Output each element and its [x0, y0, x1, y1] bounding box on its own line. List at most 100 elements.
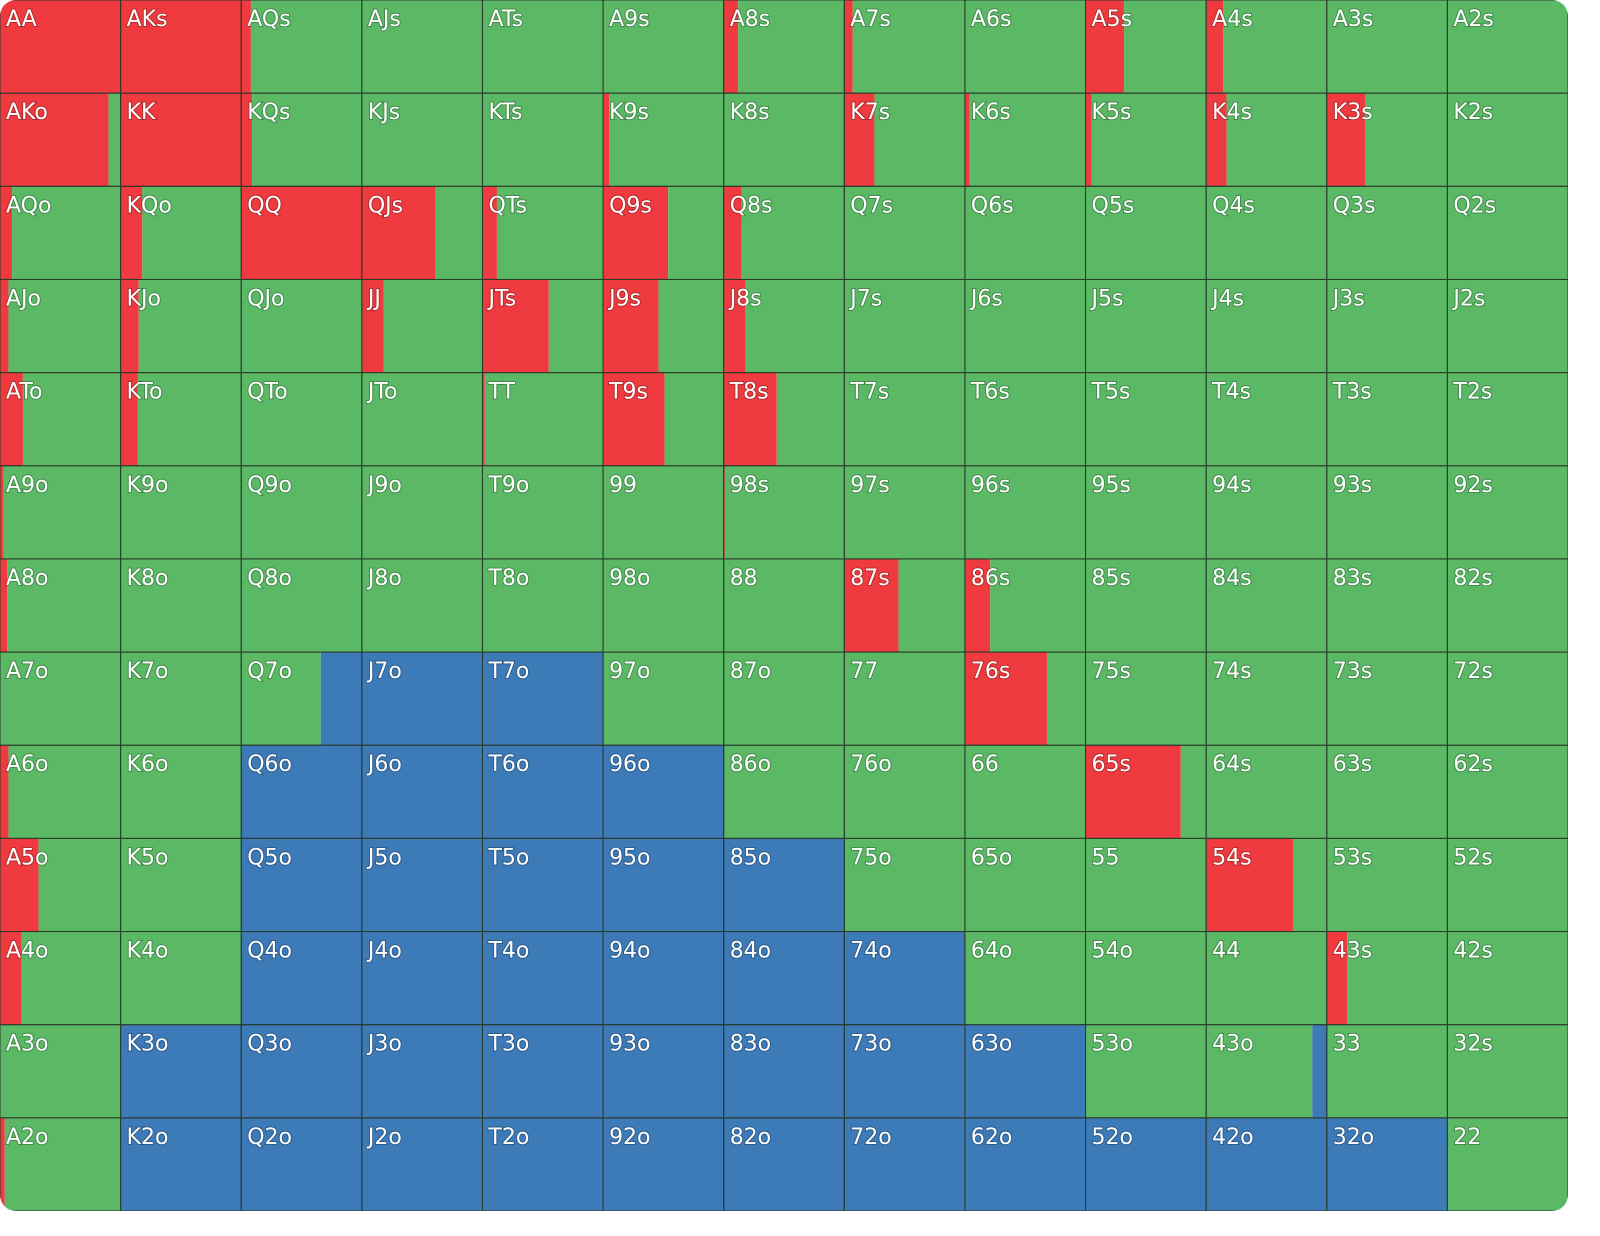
call-segment: [1447, 465, 1568, 559]
fold-segment: [241, 1117, 362, 1211]
hand-label: 65s: [1092, 752, 1131, 777]
hand-label: K5s: [1092, 100, 1132, 125]
hand-label: 63s: [1333, 752, 1372, 777]
raise-segment: [241, 186, 362, 280]
hand-label: 64s: [1212, 752, 1251, 777]
hand-label: 44: [1212, 939, 1240, 964]
call-segment: [776, 372, 845, 466]
hand-label: J4s: [1210, 286, 1244, 311]
call-segment: [603, 465, 724, 559]
raise-segment: [603, 186, 669, 280]
call-segment: [7, 558, 121, 653]
raise-segment: [1326, 931, 1348, 1025]
hand-label: J5o: [366, 845, 402, 870]
call-segment: [1085, 838, 1207, 932]
raise-segment: [120, 0, 242, 94]
call-segment: [1223, 0, 1327, 94]
hand-label: T2s: [1452, 380, 1492, 405]
call-segment: [1206, 558, 1327, 653]
call-segment: [1085, 186, 1207, 280]
raise-segment: [0, 465, 4, 559]
call-segment: [1206, 186, 1327, 280]
raise-segment: [603, 279, 659, 373]
hand-label: Q8o: [247, 566, 292, 591]
hand-label: 53o: [1092, 1032, 1133, 1057]
hand-label: 87o: [730, 659, 771, 684]
raise-segment: [1085, 93, 1092, 187]
hand-label: J9s: [607, 286, 641, 311]
hand-label: JTs: [486, 286, 516, 311]
hand-label: 55: [1092, 845, 1120, 870]
call-segment: [964, 186, 1086, 280]
call-segment: [844, 372, 965, 466]
call-segment: [1326, 838, 1448, 932]
hand-label: K4o: [127, 939, 169, 964]
call-segment: [964, 745, 1086, 839]
fold-segment: [1206, 1117, 1327, 1211]
call-segment: [1226, 93, 1327, 187]
hand-label: K6s: [971, 100, 1011, 125]
call-segment: [241, 465, 362, 559]
hand-label: AQo: [6, 193, 51, 218]
hand-label: 94s: [1212, 473, 1251, 498]
raise-segment: [120, 186, 143, 280]
hand-label: 72s: [1453, 659, 1492, 684]
call-segment: [668, 186, 724, 280]
hand-label: 97s: [850, 473, 889, 498]
call-segment: [548, 279, 604, 373]
hand-label: 94o: [609, 939, 650, 964]
hand-label: T2o: [487, 1125, 529, 1150]
hand-label: 82s: [1453, 566, 1492, 591]
hand-label: AA: [6, 7, 37, 32]
hand-label: A7o: [6, 659, 49, 684]
hand-label: 73s: [1333, 659, 1372, 684]
fold-segment: [482, 931, 604, 1025]
call-segment: [1347, 931, 1448, 1025]
call-segment: [1447, 931, 1568, 1025]
hand-label: K9o: [127, 473, 169, 498]
call-segment: [738, 0, 845, 94]
hand-label: 42o: [1212, 1125, 1253, 1150]
hand-label: AJo: [6, 286, 41, 311]
call-segment: [741, 186, 845, 280]
hand-label: J7s: [848, 286, 882, 311]
call-segment: [1326, 279, 1448, 373]
fold-segment: [723, 931, 845, 1025]
raise-segment: [0, 0, 121, 94]
hand-label: 54s: [1212, 845, 1251, 870]
raise-segment: [0, 279, 9, 373]
hand-label: 96o: [609, 752, 650, 777]
hand-label: 72o: [850, 1125, 891, 1150]
hand-label: 32s: [1453, 1032, 1492, 1057]
call-segment: [120, 931, 242, 1025]
call-segment: [22, 372, 121, 466]
hand-label: A8o: [6, 566, 49, 591]
cell-border[interactable]: [1446, 1117, 1568, 1211]
raise-segment: [120, 279, 139, 373]
raise-segment: [482, 186, 497, 280]
hand-label: T4s: [1211, 380, 1251, 405]
call-segment: [1447, 1117, 1568, 1211]
hand-label: A3o: [6, 1032, 49, 1057]
call-segment: [609, 93, 724, 187]
hand-label: K4s: [1212, 100, 1252, 125]
hand-label: A5o: [6, 845, 49, 870]
call-segment: [1206, 745, 1327, 839]
hand-label: K8s: [730, 100, 770, 125]
hand-label: Q7o: [247, 659, 292, 684]
hand-label: T5o: [487, 845, 529, 870]
hand-label: 92s: [1453, 473, 1492, 498]
call-segment: [1447, 93, 1568, 187]
hand-label: QJo: [247, 286, 284, 311]
hand-label: 65o: [971, 845, 1012, 870]
hand-label: QTo: [247, 380, 287, 405]
fold-segment: [361, 745, 483, 839]
call-segment: [723, 93, 845, 187]
hand-label: Q3o: [247, 1032, 292, 1057]
call-segment: [1085, 465, 1207, 559]
hand-label: QQ: [247, 193, 282, 218]
call-segment: [1326, 186, 1448, 280]
raise-segment: [0, 745, 9, 839]
hand-label: A3s: [1333, 7, 1374, 32]
call-segment: [138, 279, 242, 373]
